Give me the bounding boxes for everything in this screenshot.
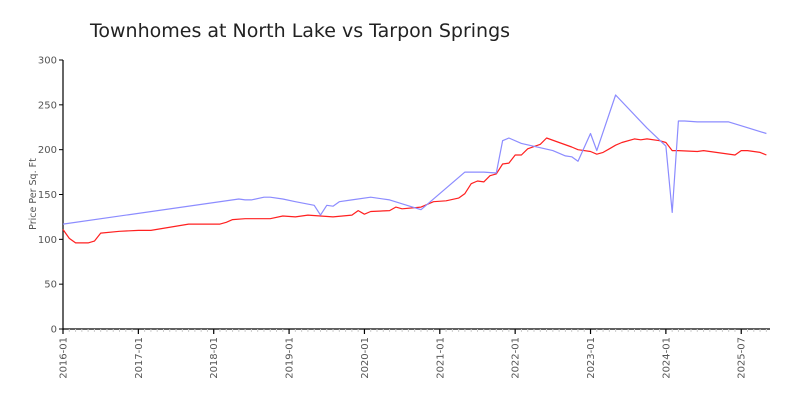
x-tick-label: 2016-01 — [59, 337, 70, 379]
x-tick-label: 2019-01 — [285, 337, 296, 379]
x-tick-label: 2020-01 — [360, 337, 371, 379]
y-tick-label: 150 — [38, 190, 57, 201]
y-axis-label: Price Per Sq. Ft — [28, 158, 39, 230]
blue-series-line — [62, 94, 767, 225]
y-tick-label: 250 — [38, 100, 57, 111]
red-series-line — [62, 137, 767, 244]
x-tick-label: 2018-01 — [209, 337, 220, 379]
series-lines — [62, 94, 767, 244]
y-tick-label: 200 — [38, 145, 57, 156]
y-tick-label: 100 — [38, 235, 57, 246]
axes: 0 50 100 150 200 250 300 2016-01 2017-01 2018-01 2… — [38, 56, 770, 379]
x-tick-label: 2023-01 — [586, 337, 597, 379]
y-tick-label: 300 — [38, 56, 57, 67]
x-tick-label: 2025-07 — [737, 337, 748, 379]
x-tick-label: 2024-01 — [661, 337, 672, 379]
x-tick-label: 2017-01 — [134, 337, 145, 379]
x-tick-label: 2021-01 — [435, 337, 446, 379]
chart-title: Townhomes at North Lake vs Tarpon Spring… — [89, 20, 510, 42]
y-tick-label: 0 — [51, 325, 57, 336]
x-tick-label: 2022-01 — [511, 337, 522, 379]
y-tick-label: 50 — [44, 280, 57, 291]
